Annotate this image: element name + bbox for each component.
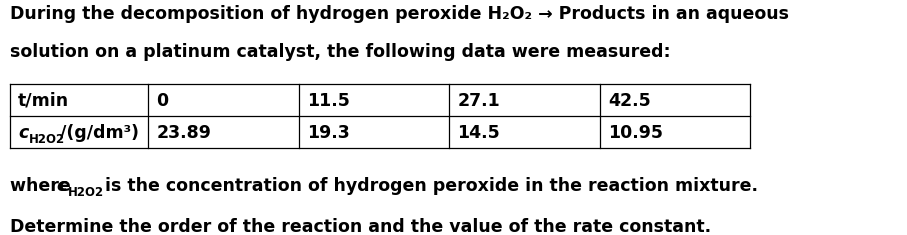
Text: H2O2: H2O2 xyxy=(29,133,65,146)
Text: 27.1: 27.1 xyxy=(457,92,500,110)
Text: 19.3: 19.3 xyxy=(307,124,349,142)
Text: H2O2: H2O2 xyxy=(67,186,103,199)
Text: is the concentration of hydrogen peroxide in the reaction mixture.: is the concentration of hydrogen peroxid… xyxy=(99,177,757,195)
Text: where: where xyxy=(10,177,76,195)
Text: c: c xyxy=(57,177,67,195)
Text: 10.95: 10.95 xyxy=(608,124,663,142)
Text: c: c xyxy=(18,124,28,142)
Text: 0: 0 xyxy=(156,92,169,110)
Text: /(g/dm³): /(g/dm³) xyxy=(60,124,139,142)
Text: 23.89: 23.89 xyxy=(156,124,211,142)
Text: 42.5: 42.5 xyxy=(608,92,650,110)
Text: 11.5: 11.5 xyxy=(307,92,350,110)
Text: During the decomposition of hydrogen peroxide H₂O₂ → Products in an aqueous: During the decomposition of hydrogen per… xyxy=(10,5,789,23)
Text: t/min: t/min xyxy=(18,92,69,110)
Text: solution on a platinum catalyst, the following data were measured:: solution on a platinum catalyst, the fol… xyxy=(10,43,670,62)
Text: Determine the order of the reaction and the value of the rate constant.: Determine the order of the reaction and … xyxy=(10,219,711,235)
Text: 14.5: 14.5 xyxy=(457,124,500,142)
